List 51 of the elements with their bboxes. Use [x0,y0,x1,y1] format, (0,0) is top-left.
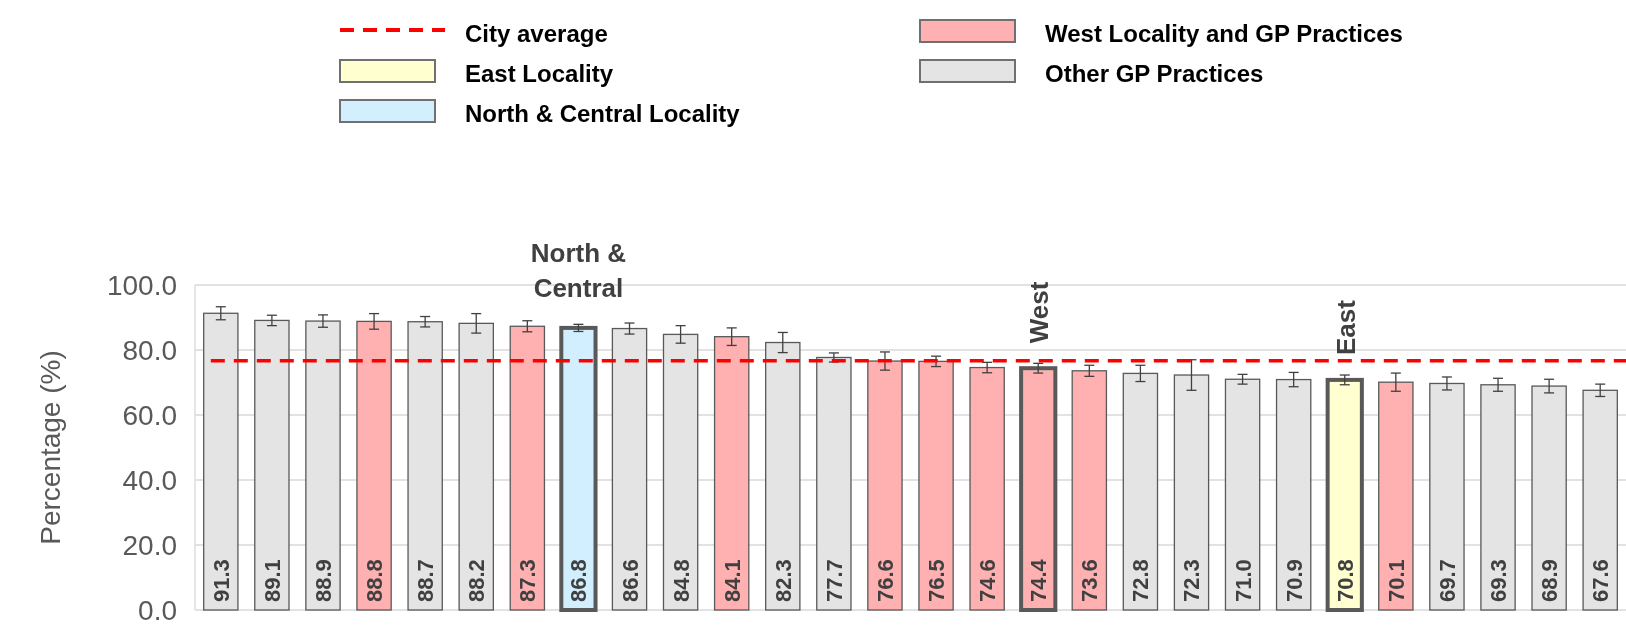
annotation: West [1024,281,1055,344]
bar [918,360,954,611]
data-label: 74.4 [1026,558,1052,602]
y-tick-label: 100.0 [106,269,177,301]
data-label: 74.6 [975,559,1001,602]
annotation: East [1330,299,1361,356]
data-label: 70.8 [1332,559,1358,602]
data-label: 88.2 [464,559,490,602]
data-label: 76.6 [872,559,898,602]
y-tick-label: 20.0 [122,529,177,561]
data-label: 88.8 [362,559,388,602]
bar [969,366,1005,611]
data-label: 84.1 [719,559,745,602]
data-label: 89.1 [259,559,285,602]
legend-label: North & Central Locality [465,100,741,127]
bar [867,360,903,611]
data-label: 67.6 [1588,559,1614,602]
bar [1378,381,1414,611]
legend-label: City average [465,20,608,47]
legend-label: East Locality [465,60,614,87]
data-label: 69.7 [1434,559,1460,602]
y-axis-title: Percentage (%) [35,350,66,545]
bar [1071,370,1108,611]
data-label: 88.7 [413,559,439,602]
data-label: 87.3 [515,559,541,602]
data-label: 82.3 [770,559,796,602]
data-label: 70.9 [1281,559,1307,602]
data-label: 72.3 [1179,559,1205,602]
y-tick-label: 40.0 [122,464,177,496]
y-tick-label: 60.0 [122,399,177,431]
y-tick-label: 80.0 [122,334,177,366]
bar [356,320,392,611]
data-label: 86.6 [617,559,643,602]
data-label: 84.8 [668,559,694,602]
data-label: 72.8 [1128,559,1154,602]
data-label: 76.5 [924,559,950,602]
bar [509,325,546,611]
bar [713,336,750,611]
data-label: 68.9 [1537,559,1563,602]
data-label: 77.7 [821,559,847,602]
legend-label: West Locality and GP Practices [1045,20,1403,47]
data-label: 86.8 [566,559,592,602]
annotation: North & Central [530,238,627,304]
data-label: 70.1 [1383,559,1409,602]
data-label: 69.3 [1486,559,1512,602]
data-label: 88.9 [310,559,336,602]
data-label: 73.6 [1077,559,1103,602]
data-label: 71.0 [1230,559,1256,602]
y-tick-label: 0.0 [138,594,177,626]
legend-label: Other GP Practices [1045,60,1264,87]
data-label: 91.3 [208,559,234,602]
